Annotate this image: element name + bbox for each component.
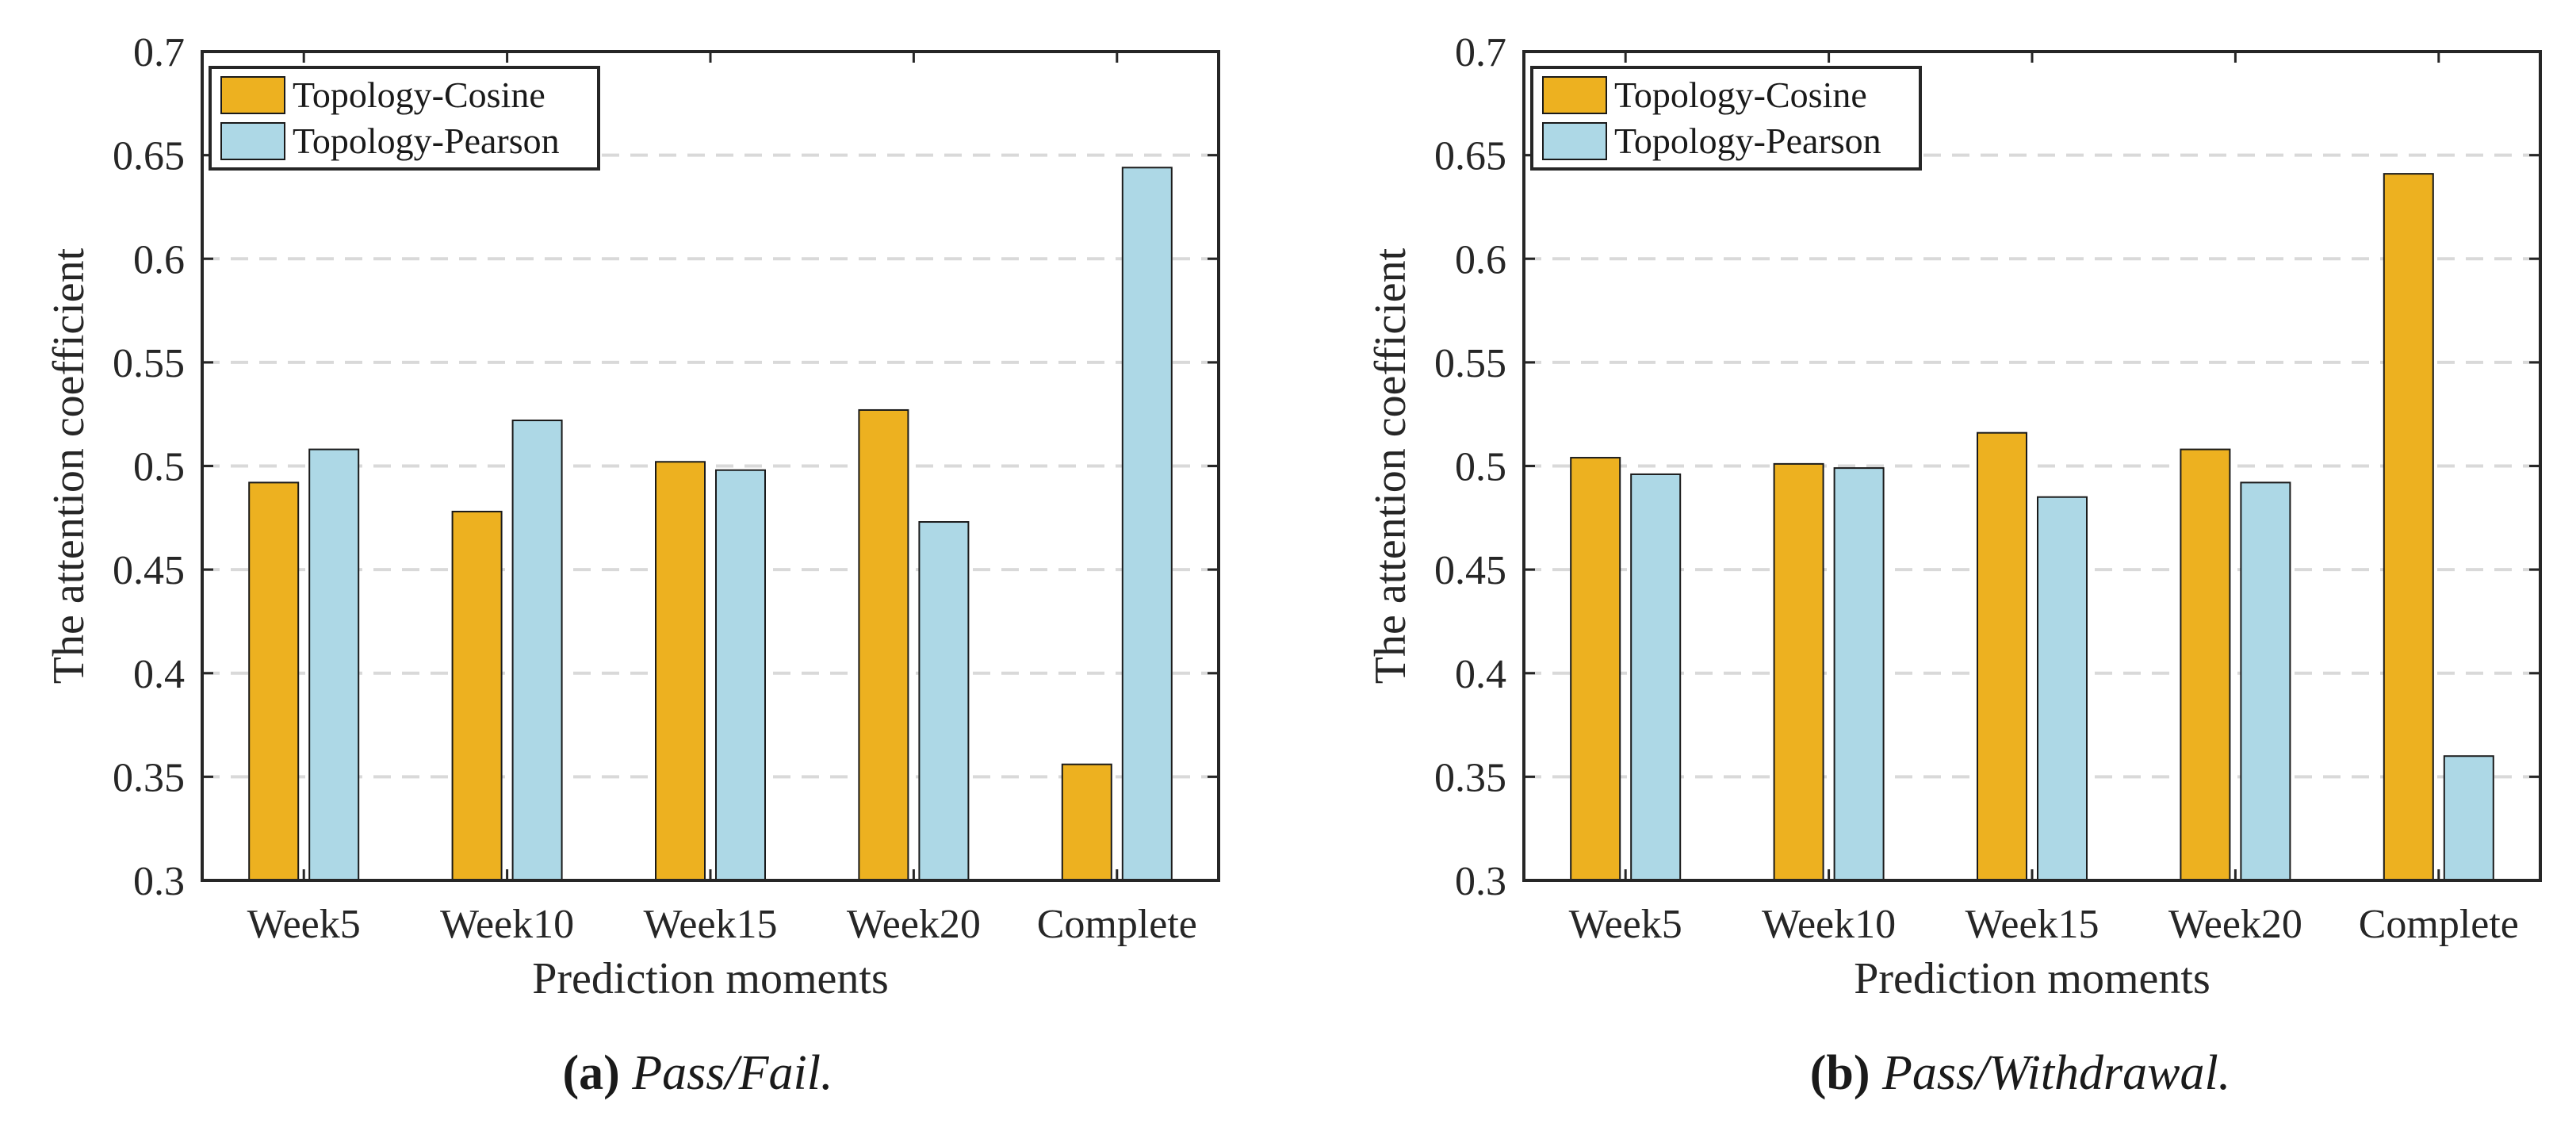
plot-area-a [202, 52, 1219, 880]
bar-cosine-week5 [1570, 457, 1621, 881]
bar-pearson-week15 [715, 469, 766, 881]
legend-label-cosine: Topology-Cosine [1614, 75, 1867, 115]
bar-cosine-complete [1061, 763, 1112, 882]
y-tick-label: 0.4 [1455, 652, 1506, 697]
y-tick-label: 0.35 [1434, 755, 1506, 800]
caption-a-text: Pass/Fail. [632, 1046, 833, 1100]
bar-cosine-week15 [655, 461, 706, 881]
bar-cosine-complete [2383, 173, 2434, 881]
bar-pearson-week10 [1833, 467, 1885, 881]
axes-frame-a [201, 50, 1220, 882]
legend-label-pearson: Topology-Pearson [293, 121, 560, 161]
y-tick-label: 0.35 [113, 755, 185, 800]
y-tick-label: 0.6 [1455, 237, 1506, 282]
x-tick-label: Week15 [643, 902, 777, 947]
plot-area-b [1524, 52, 2540, 880]
y-tick-label: 0.55 [113, 341, 185, 386]
x-tick-label: Week5 [1569, 902, 1682, 947]
caption-a-label: (a) [562, 1046, 620, 1100]
bar-pearson-week5 [308, 448, 360, 881]
caption-a: (a) Pass/Fail. [143, 1045, 1253, 1102]
bar-cosine-week10 [451, 510, 503, 881]
bar-pearson-week20 [2240, 481, 2291, 882]
x-tick-label: Week15 [1965, 902, 2099, 947]
y-axis-label: The attention coefficient [1366, 247, 1415, 684]
y-tick-label: 0.3 [1455, 859, 1506, 904]
bar-cosine-week20 [2180, 448, 2231, 881]
y-tick-label: 0.5 [133, 445, 185, 490]
y-tick-label: 0.6 [133, 237, 185, 282]
x-tick-label: Week10 [1762, 902, 1896, 947]
x-tick-label: Complete [1037, 902, 1197, 947]
legend-label-cosine: Topology-Cosine [293, 75, 545, 115]
bar-cosine-week5 [248, 481, 300, 882]
bar-cosine-week10 [1773, 462, 1824, 881]
axes-frame-b [1522, 50, 2542, 882]
x-axis-label: Prediction moments [532, 954, 889, 1003]
caption-b: (b) Pass/Withdrawal. [1465, 1045, 2575, 1102]
caption-b-text: Pass/Withdrawal. [1882, 1046, 2231, 1100]
y-tick-label: 0.5 [1455, 445, 1506, 490]
legend-swatch-pearson [220, 122, 285, 160]
chart-panel-b: 0.3 0.35 0.4 0.45 0.5 0.55 0.6 0.65 0.7 Week5 Week… [1366, 30, 2542, 1003]
bar-cosine-week15 [1977, 431, 2027, 881]
x-tick-label: Week10 [440, 902, 574, 947]
y-tick-label: 0.55 [1434, 341, 1506, 386]
legend-swatch-cosine [1542, 76, 1607, 114]
y-tick-label: 0.45 [113, 548, 185, 593]
bar-pearson-week5 [1630, 473, 1682, 881]
bar-pearson-complete [2443, 755, 2494, 881]
x-tick-label: Week20 [2168, 902, 2302, 947]
y-tick-label: 0.4 [133, 652, 185, 697]
legend-swatch-cosine [220, 76, 285, 114]
y-tick-label: 0.3 [133, 859, 185, 904]
x-tick-label: Week5 [247, 902, 361, 947]
bar-pearson-week20 [918, 521, 970, 881]
x-tick-label: Week20 [847, 902, 981, 947]
caption-b-label: (b) [1809, 1046, 1870, 1100]
x-tick-label: Complete [2359, 902, 2519, 947]
legend-label-pearson: Topology-Pearson [1614, 121, 1881, 161]
y-axis-label: The attention coefficient [44, 247, 94, 684]
x-axis-label: Prediction moments [1854, 954, 2210, 1003]
bar-pearson-week15 [2037, 496, 2088, 881]
y-tick-label: 0.45 [1434, 548, 1506, 593]
bar-pearson-week10 [511, 420, 563, 881]
y-tick-label: 0.7 [133, 30, 185, 75]
y-tick-label: 0.65 [1434, 134, 1506, 179]
chart-panel-a: 0.3 0.35 0.4 0.45 0.5 0.55 0.6 0.65 0.7 Week5 Week… [44, 30, 1220, 1003]
y-tick-label: 0.7 [1455, 30, 1506, 75]
bar-pearson-complete [1121, 167, 1173, 882]
bar-cosine-week20 [858, 408, 909, 881]
y-tick-label: 0.65 [113, 134, 185, 179]
legend-swatch-pearson [1542, 122, 1607, 160]
